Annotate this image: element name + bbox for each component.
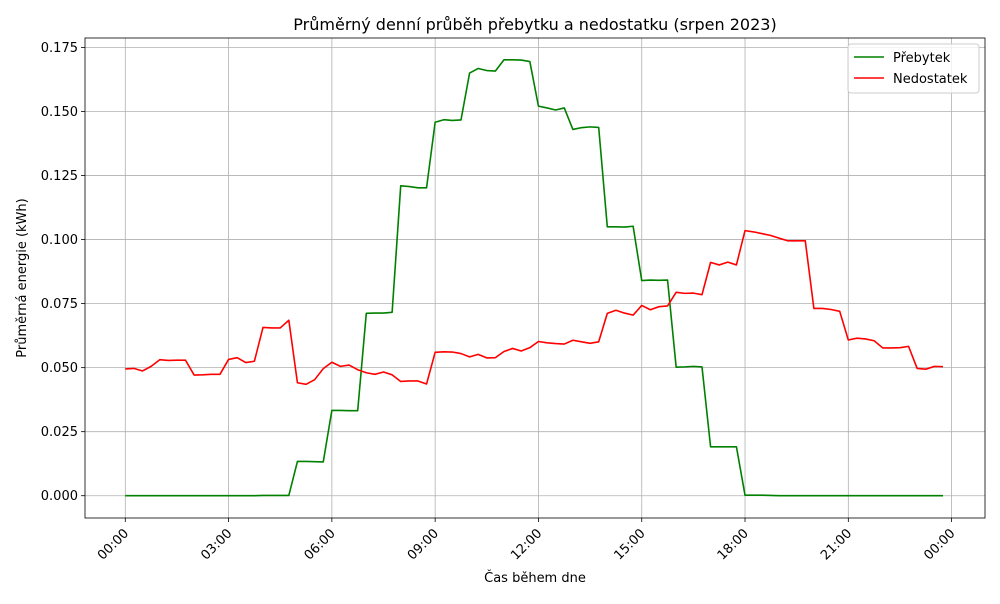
y-tick-label: 0.125 [41,169,78,184]
y-tick-label: 0.000 [41,489,78,504]
y-tick-label: 0.050 [41,361,78,376]
legend-label-prebytek: Přebytek [893,51,951,66]
y-tick-label: 0.075 [41,297,78,312]
y-tick-label: 0.025 [41,425,78,440]
y-tick-label: 0.150 [41,105,78,120]
x-axis-label: Čas během dne [484,570,586,586]
series-line-prebytek [125,58,943,497]
y-tick-label: 0.175 [41,41,78,56]
y-tick-label: 0.100 [41,233,78,248]
legend: Přebytek Nedostatek [847,43,980,94]
plot-frame [84,37,986,519]
legend-label-nedostatek: Nedostatek [893,72,968,87]
y-axis-label: Průměrná energie (kWh) [15,198,30,357]
chart-title: Průměrný denní průběh přebytku a nedosta… [293,15,776,34]
series-line-nedostatek [125,229,944,386]
series-layer [125,58,944,497]
